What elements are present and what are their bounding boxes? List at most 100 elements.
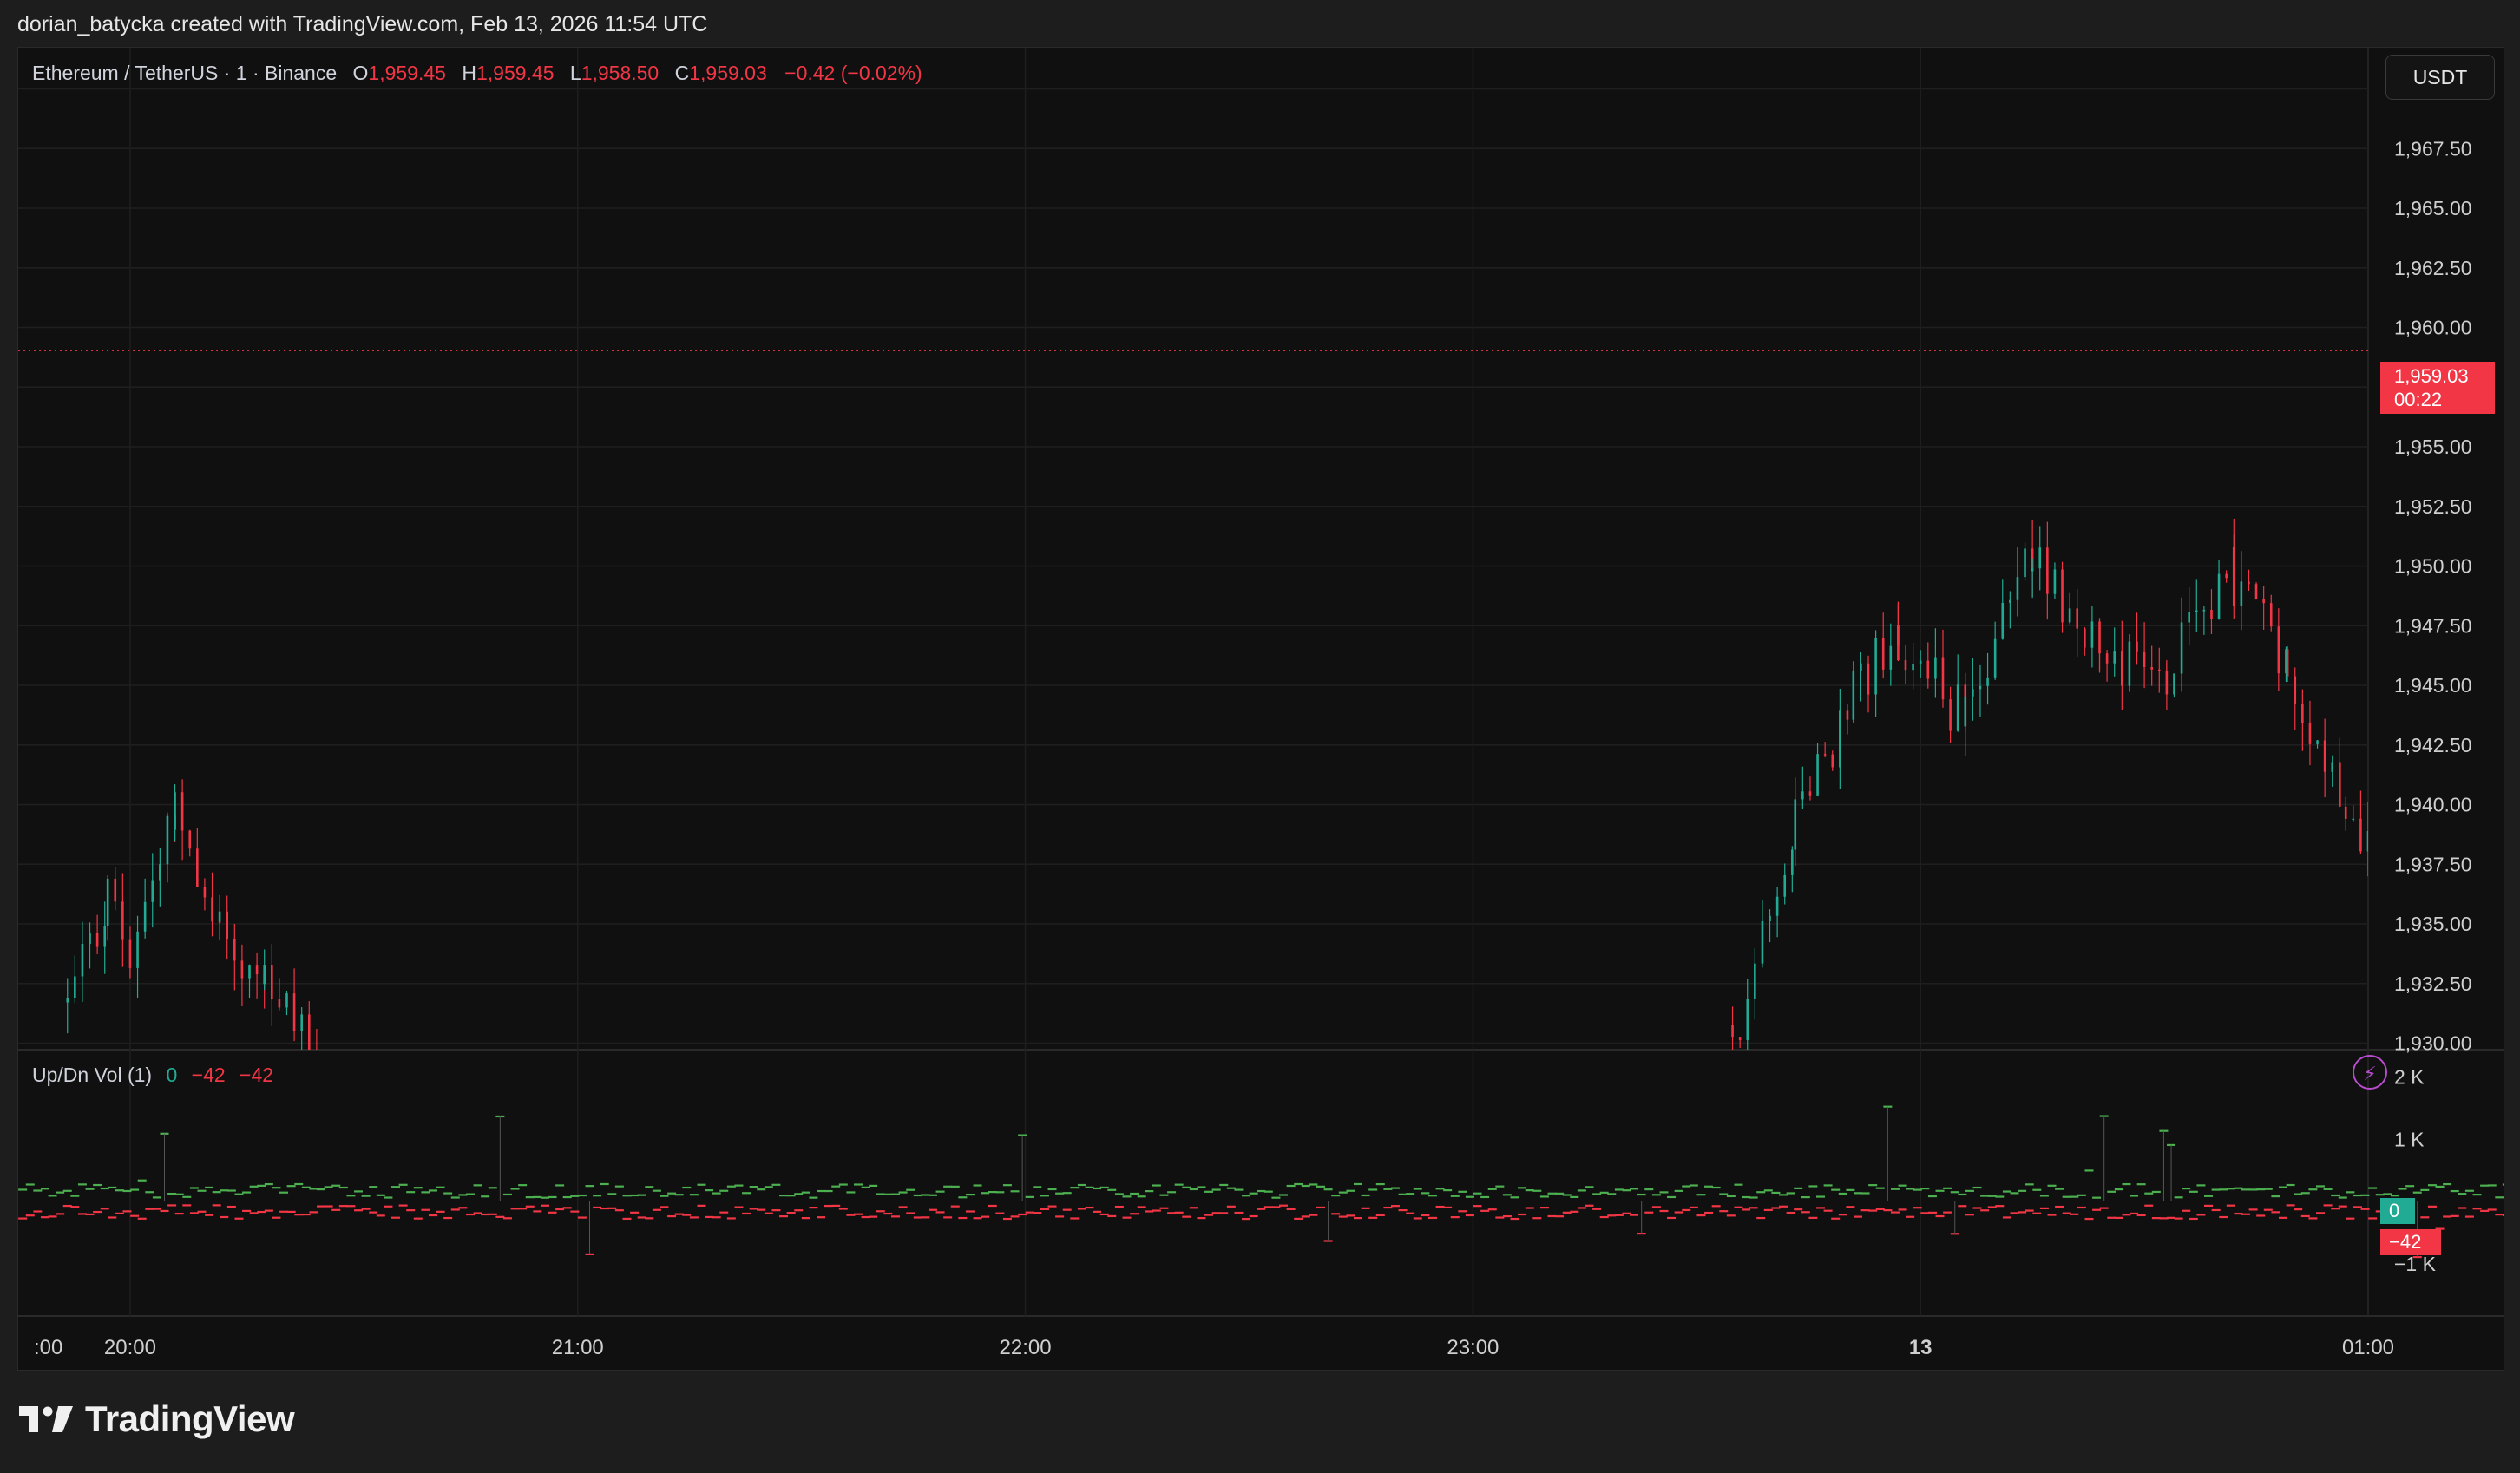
candle-body (285, 993, 288, 1008)
candle-body (2277, 626, 2280, 674)
candle-body (66, 998, 69, 1003)
candle-body (128, 953, 132, 968)
candle-body (2202, 610, 2206, 612)
candle-body (2150, 667, 2153, 670)
candle-body (1897, 625, 1900, 661)
candle-body (166, 815, 169, 865)
candle-body (1919, 660, 1922, 665)
time-tick-label: 22:00 (1000, 1336, 1052, 1359)
candle-body (1904, 660, 1907, 671)
candle-body (2359, 818, 2362, 852)
symbol-legend: Ethereum / TetherUS · 1 · Binance O 1,959… (32, 62, 922, 85)
volume-indicator-title[interactable]: Up/Dn Vol (1) (32, 1064, 153, 1086)
chart-panel[interactable]: 1,970.001,967.501,965.001,962.501,960.00… (17, 47, 2504, 1371)
open-label: O (352, 62, 369, 84)
candle-body (1775, 896, 1779, 916)
time-tick-label: 23:00 (1447, 1336, 1499, 1359)
last-price-tag: 1,959.03 00:22 (2380, 362, 2495, 414)
candle-body (1874, 638, 1877, 695)
candle-body (106, 878, 109, 926)
candle-body (151, 880, 154, 902)
candle-body (2286, 649, 2289, 677)
price-tick-label: 1,945.00 (2394, 674, 2472, 697)
candle-body (2001, 602, 2005, 639)
price-tick-label: 1,930.00 (2394, 1032, 2472, 1055)
candle-body (1972, 689, 1974, 697)
price-tick-label: 1,965.00 (2394, 197, 2472, 219)
candle-body (233, 939, 236, 961)
currency-button[interactable]: USDT (2385, 55, 2495, 100)
candle-body (248, 965, 251, 979)
candle-body (1979, 685, 1982, 690)
candle-body (2128, 641, 2131, 686)
candle-body (2031, 568, 2034, 572)
candle-body (1794, 799, 1797, 850)
candle-body (240, 960, 244, 979)
candle-body (300, 1014, 303, 1032)
candle-body (2389, 825, 2392, 832)
candle-body (2442, 897, 2445, 906)
candle-body (203, 887, 207, 898)
time-tick-label: :00 (34, 1336, 62, 1359)
candle-body (2113, 651, 2116, 664)
price-tick-label: 1,962.50 (2394, 257, 2472, 279)
candle-body (2173, 673, 2175, 695)
candle-body (2285, 649, 2287, 674)
time-tick-label: 21:00 (552, 1336, 604, 1359)
candle-body (2269, 603, 2273, 627)
candle-body (103, 926, 107, 947)
candle-body (95, 933, 99, 947)
candle-body (263, 965, 266, 985)
candle-body (1808, 791, 1812, 796)
tradingview-logo-icon (19, 1406, 73, 1432)
brand-name: TradingView (85, 1398, 295, 1439)
candle-body (1839, 710, 1841, 768)
candle-body (2143, 651, 2146, 668)
candle-body (292, 993, 296, 1032)
price-chart-svg[interactable]: 1,970.001,967.501,965.001,962.501,960.00… (18, 48, 2504, 1370)
candle-body (2308, 723, 2312, 744)
time-tick-label: 01:00 (2342, 1336, 2394, 1359)
high-value: 1,959.45 (476, 62, 555, 84)
candle-body (316, 1051, 318, 1064)
volume-tick-label: −1 K (2394, 1253, 2437, 1275)
candle-body (2053, 569, 2057, 594)
candle-body (2210, 610, 2213, 619)
candle-body (2254, 584, 2258, 599)
close-value: 1,959.03 (689, 62, 767, 84)
close-label: C (674, 62, 690, 84)
low-label: L (569, 62, 581, 84)
candle-body (188, 830, 192, 849)
price-tick-label: 1,955.00 (2394, 435, 2472, 458)
candle-body (121, 901, 124, 940)
candle-body (2339, 762, 2341, 807)
candle-body (2501, 971, 2504, 1003)
candle-body (2494, 1001, 2497, 1003)
candle-body (2195, 610, 2198, 612)
time-tick-label: 13 (1909, 1336, 1933, 1359)
candle-body (2165, 686, 2169, 695)
candle-body (2046, 547, 2049, 594)
candle-body (1754, 963, 1756, 1000)
candle-body (1949, 699, 1952, 731)
candle-body (255, 965, 259, 975)
candle-body (2262, 599, 2265, 604)
candle-body (1912, 664, 1914, 671)
candle-body (2479, 994, 2482, 998)
candle-body (2076, 608, 2079, 629)
candle-body (174, 792, 176, 830)
candle-body (2248, 581, 2250, 585)
price-tick-label: 1,967.50 (2394, 137, 2472, 160)
change-value: −0.42 (−0.02%) (784, 62, 922, 84)
low-value: 1,958.50 (581, 62, 660, 84)
candle-body (2084, 628, 2086, 648)
candle-body (1860, 663, 1862, 671)
lightning-icon[interactable]: ⚡ (2353, 1055, 2387, 1090)
candle-body (1746, 999, 1749, 1040)
candle-body (128, 939, 132, 953)
tradingview-logo[interactable]: TradingView (19, 1398, 295, 1440)
symbol-title[interactable]: Ethereum / TetherUS · 1 · Binance (32, 62, 338, 84)
candle-body (2412, 882, 2414, 887)
price-tick-label: 1,952.50 (2394, 495, 2472, 518)
candle-body (1867, 663, 1870, 695)
